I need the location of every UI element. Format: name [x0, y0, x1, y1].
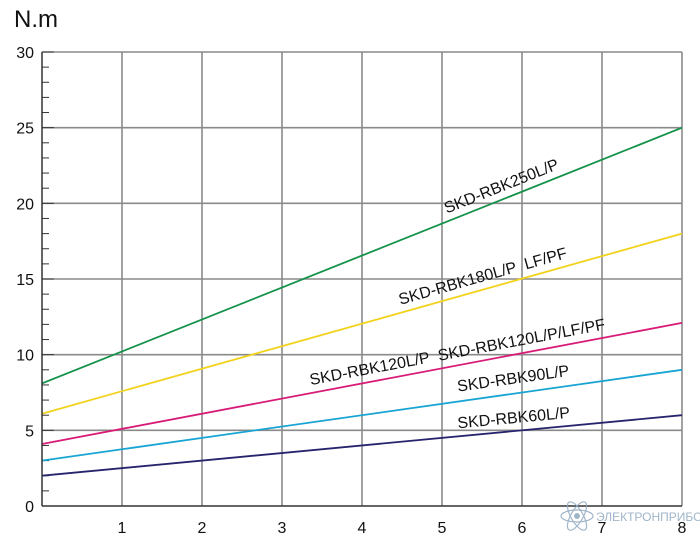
series-line-0	[41, 126, 683, 385]
chart-grid	[42, 51, 683, 506]
y-tick-label: 0	[25, 499, 34, 516]
x-tick-label: 5	[438, 520, 447, 537]
watermark-text: ЭЛЕКТРОНПРИБОР	[596, 510, 700, 524]
x-tick-label: 1	[118, 520, 127, 537]
atom-logo-icon	[560, 501, 594, 531]
minor-ticks	[42, 51, 54, 507]
chart-axes	[41, 52, 682, 507]
x-tick-label: 4	[358, 520, 367, 537]
series-label-0: SKD-RBK250L/P	[442, 156, 561, 217]
y-tick-label: 5	[25, 423, 34, 440]
chart-series	[41, 126, 683, 477]
series-label-4: SKD-RBK60L/P	[457, 405, 571, 433]
x-tick-label: 2	[198, 520, 207, 537]
y-tick-label: 20	[16, 196, 34, 213]
series-line-2	[41, 322, 683, 445]
x-tick-labels: 1 2 3 4 5 6 7 8	[118, 520, 687, 537]
y-tick-labels: 0 5 10 15 20 25 30	[16, 45, 34, 516]
watermark: ЭЛЕКТРОНПРИБОР	[560, 501, 700, 531]
series-line-3	[41, 368, 683, 462]
x-tick-label: 6	[518, 520, 527, 537]
series-label-1: SKD-RBK180L/P LF/PF	[397, 245, 569, 309]
x-tick-label: 3	[278, 520, 287, 537]
series-line-1	[41, 232, 683, 415]
x-tick-label: 7	[598, 520, 607, 537]
y-tick-label: 15	[16, 272, 34, 289]
series-label-3: SKD-RBK90L/P	[456, 363, 570, 396]
x-tick-label: 8	[678, 520, 687, 537]
y-axis-unit-label: N.m	[14, 6, 58, 33]
y-tick-label: 30	[16, 45, 34, 62]
y-tick-label: 10	[16, 348, 34, 365]
series-line-4	[41, 414, 683, 477]
y-tick-label: 25	[16, 121, 34, 138]
